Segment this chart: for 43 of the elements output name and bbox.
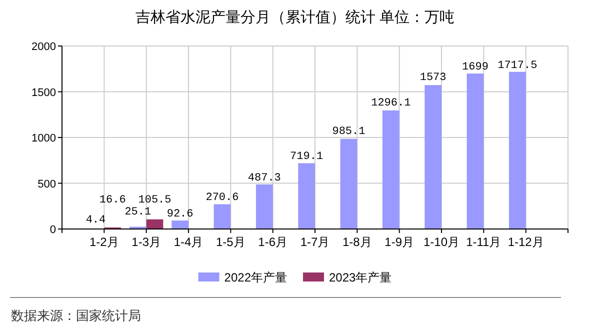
bar xyxy=(172,220,188,229)
bar xyxy=(298,163,315,229)
source-note: 数据来源：国家统计局 xyxy=(11,308,141,323)
y-tick-label: 0 xyxy=(50,224,56,236)
data-label: 92.6 xyxy=(166,208,194,221)
x-tick-label: 1-8月 xyxy=(342,235,372,249)
data-label: 270.6 xyxy=(206,192,239,204)
data-label: 4.4 xyxy=(86,214,106,227)
x-tick-label: 1-5月 xyxy=(216,235,246,249)
data-label: 719.1 xyxy=(290,151,324,164)
data-label: 1573 xyxy=(420,72,446,84)
data-label: 985.1 xyxy=(332,126,366,138)
x-tick-label: 1-4月 xyxy=(174,235,204,249)
x-tick-label: 1-12月 xyxy=(508,235,544,249)
data-label: 105.5 xyxy=(138,194,172,206)
legend-label: 2022年产量 xyxy=(224,270,287,284)
y-tick-label: 1000 xyxy=(32,132,56,144)
data-label: 1296.1 xyxy=(371,97,412,110)
x-tick-label: 1-6月 xyxy=(258,235,288,249)
x-tick-label: 1-10月 xyxy=(423,235,460,249)
bar xyxy=(508,72,526,229)
data-label: 487.3 xyxy=(248,172,281,184)
bar xyxy=(340,138,358,229)
x-tick-label: 1-9月 xyxy=(384,235,414,249)
data-label: 25.1 xyxy=(124,206,152,219)
data-label: 1699 xyxy=(462,62,488,74)
bar xyxy=(466,74,484,229)
y-tick-label: 1500 xyxy=(32,86,56,99)
bar xyxy=(256,184,273,229)
y-tick-label: 500 xyxy=(38,178,56,190)
data-label: 16.6 xyxy=(99,194,126,206)
bar xyxy=(214,204,231,229)
bar xyxy=(424,85,442,229)
legend-label: 2023年产量 xyxy=(329,270,392,284)
x-tick-label: 1-7月 xyxy=(300,235,330,249)
data-label: 1717.5 xyxy=(498,60,538,72)
x-tick-label: 1-11月 xyxy=(466,235,502,249)
x-tick-label: 1-2月 xyxy=(89,235,119,249)
bar xyxy=(382,110,400,229)
y-tick-label: 2000 xyxy=(32,41,56,53)
chart-title: 吉林省水泥产量分月（累计值）统计 单位：万吨 xyxy=(135,9,455,26)
x-tick-label: 1-3月 xyxy=(132,235,162,249)
bar xyxy=(146,219,164,229)
